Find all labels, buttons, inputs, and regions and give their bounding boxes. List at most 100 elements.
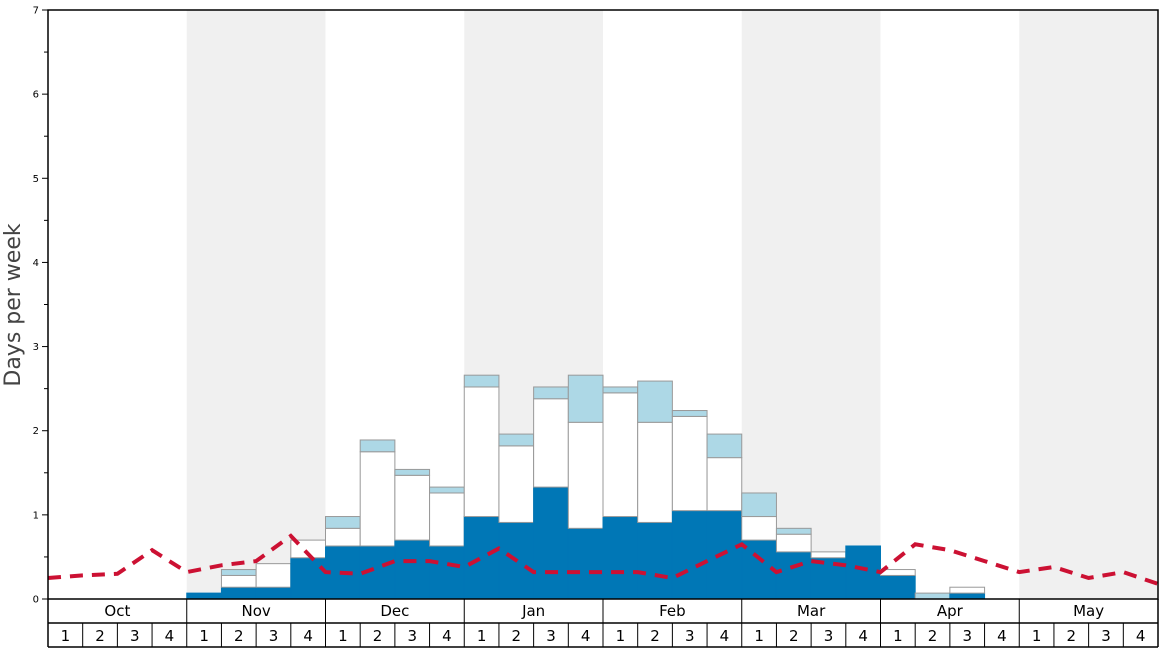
bar-segment-white-18 <box>637 421 673 523</box>
week-label: 3 <box>685 627 695 645</box>
bar-segment-white-20 <box>706 457 743 512</box>
bar-segment-light-blue-22 <box>775 527 812 535</box>
bar-segment-light-blue-18 <box>637 380 673 423</box>
bar-segment-light-blue-20 <box>706 433 743 459</box>
bar-segment-light-blue-11 <box>394 468 431 476</box>
bar-segment-light-blue-14 <box>498 433 535 447</box>
y-tick-label: 1 <box>33 510 39 521</box>
week-label: 1 <box>616 627 626 645</box>
week-label: 2 <box>234 627 244 645</box>
dashed-line <box>47 533 1159 586</box>
bar-segment-white-23 <box>810 551 847 559</box>
y-tick-label: 2 <box>33 426 39 437</box>
month-label-feb: Feb <box>659 602 686 620</box>
week-label: 1 <box>754 627 764 645</box>
axes: 0 1 2 3 4 5 6 7 Oct 1 2 3 4 Nov 1 2 3 4 Dec 1 2 3 4 Jan 1 2 3 4 Feb 1… <box>33 6 1159 648</box>
week-label: 4 <box>858 627 868 645</box>
month-label-may: May <box>1073 602 1104 620</box>
bar-segment-dark-blue-11 <box>394 539 431 600</box>
bar-segment-dark-blue-19 <box>671 510 708 600</box>
week-label: 1 <box>893 627 903 645</box>
bar-segment-light-blue-16 <box>567 374 604 423</box>
week-label: 4 <box>165 627 175 645</box>
week-label: 2 <box>512 627 522 645</box>
month-shade-nov <box>186 10 326 599</box>
week-label: 1 <box>1032 627 1042 645</box>
week-label: 3 <box>962 627 972 645</box>
week-label: 3 <box>407 627 417 645</box>
bar-segment-white-14 <box>498 445 535 523</box>
y-axis-label: Days per week <box>1 223 26 386</box>
week-label: 4 <box>581 627 591 645</box>
bar-segment-dark-blue-12 <box>429 545 465 600</box>
week-label: 2 <box>95 627 105 645</box>
bar-segment-white-17 <box>602 392 639 518</box>
bar-segment-light-blue-15 <box>533 386 569 400</box>
y-tick-label: 0 <box>33 595 39 606</box>
week-label: 4 <box>1136 627 1146 645</box>
week-label: 2 <box>789 627 799 645</box>
week-label: 1 <box>338 627 348 645</box>
bar-segment-light-blue-12 <box>429 486 465 494</box>
month-label-nov: Nov <box>241 602 270 620</box>
bar-segment-light-blue-21 <box>741 492 777 518</box>
bar-segment-dark-blue-6 <box>220 586 257 600</box>
bar-segment-light-blue-26 <box>914 592 951 600</box>
bar-segment-dark-blue-16 <box>567 527 604 600</box>
week-label: 3 <box>824 627 834 645</box>
bars <box>186 374 986 600</box>
month-shade-may <box>1019 10 1158 599</box>
bar-segment-white-19 <box>671 415 708 512</box>
bar-segment-light-blue-9 <box>325 516 361 529</box>
bar-segment-white-22 <box>775 533 812 553</box>
week-label: 2 <box>1067 627 1077 645</box>
bar-segment-white-13 <box>463 386 500 518</box>
week-label: 1 <box>61 627 71 645</box>
bar-segment-dark-blue-17 <box>602 516 639 600</box>
week-label: 3 <box>546 627 556 645</box>
y-tick-label: 6 <box>33 90 39 101</box>
week-label: 1 <box>477 627 487 645</box>
bar-segment-dark-blue-22 <box>775 551 812 600</box>
bar-segment-dark-blue-18 <box>637 521 673 600</box>
bar-segment-dark-blue-25 <box>880 574 916 600</box>
bar-segment-white-16 <box>567 421 604 529</box>
week-label: 4 <box>442 627 452 645</box>
bar-segment-white-15 <box>533 398 569 488</box>
bar-segment-dark-blue-13 <box>463 516 500 600</box>
bar-segment-dark-blue-15 <box>533 486 569 600</box>
week-label: 4 <box>997 627 1007 645</box>
bar-segment-dark-blue-8 <box>290 557 326 600</box>
week-label: 2 <box>373 627 383 645</box>
bar-segment-light-blue-17 <box>602 386 639 394</box>
bar-segment-white-21 <box>741 516 777 541</box>
bar-segment-dark-blue-24 <box>845 545 881 600</box>
bar-segment-white-9 <box>325 527 361 547</box>
y-tick-label: 4 <box>33 258 39 269</box>
week-label: 2 <box>928 627 938 645</box>
month-label-mar: Mar <box>797 602 826 620</box>
bar-segment-white-10 <box>359 451 396 547</box>
bar-segment-white-11 <box>394 474 431 541</box>
bar-segment-light-blue-19 <box>671 410 708 417</box>
bar-segment-white-7 <box>255 563 292 588</box>
week-label: 4 <box>303 627 313 645</box>
month-shading <box>186 10 1158 599</box>
bar-segment-light-blue-6 <box>220 569 257 576</box>
month-label-apr: Apr <box>937 602 964 620</box>
week-label: 3 <box>130 627 140 645</box>
week-label: 1 <box>199 627 209 645</box>
month-label-oct: Oct <box>104 602 130 620</box>
dashed-line-series <box>47 533 1159 586</box>
week-label: 2 <box>650 627 660 645</box>
bar-segment-white-6 <box>220 574 257 588</box>
week-label: 3 <box>1101 627 1111 645</box>
bar-segment-light-blue-13 <box>463 374 500 388</box>
y-tick-label: 5 <box>33 174 39 185</box>
bar-segment-dark-blue-27 <box>949 592 986 600</box>
month-label-jan: Jan <box>521 602 545 620</box>
month-label-dec: Dec <box>380 602 409 620</box>
week-label: 3 <box>269 627 279 645</box>
bar-segment-white-12 <box>429 492 465 547</box>
